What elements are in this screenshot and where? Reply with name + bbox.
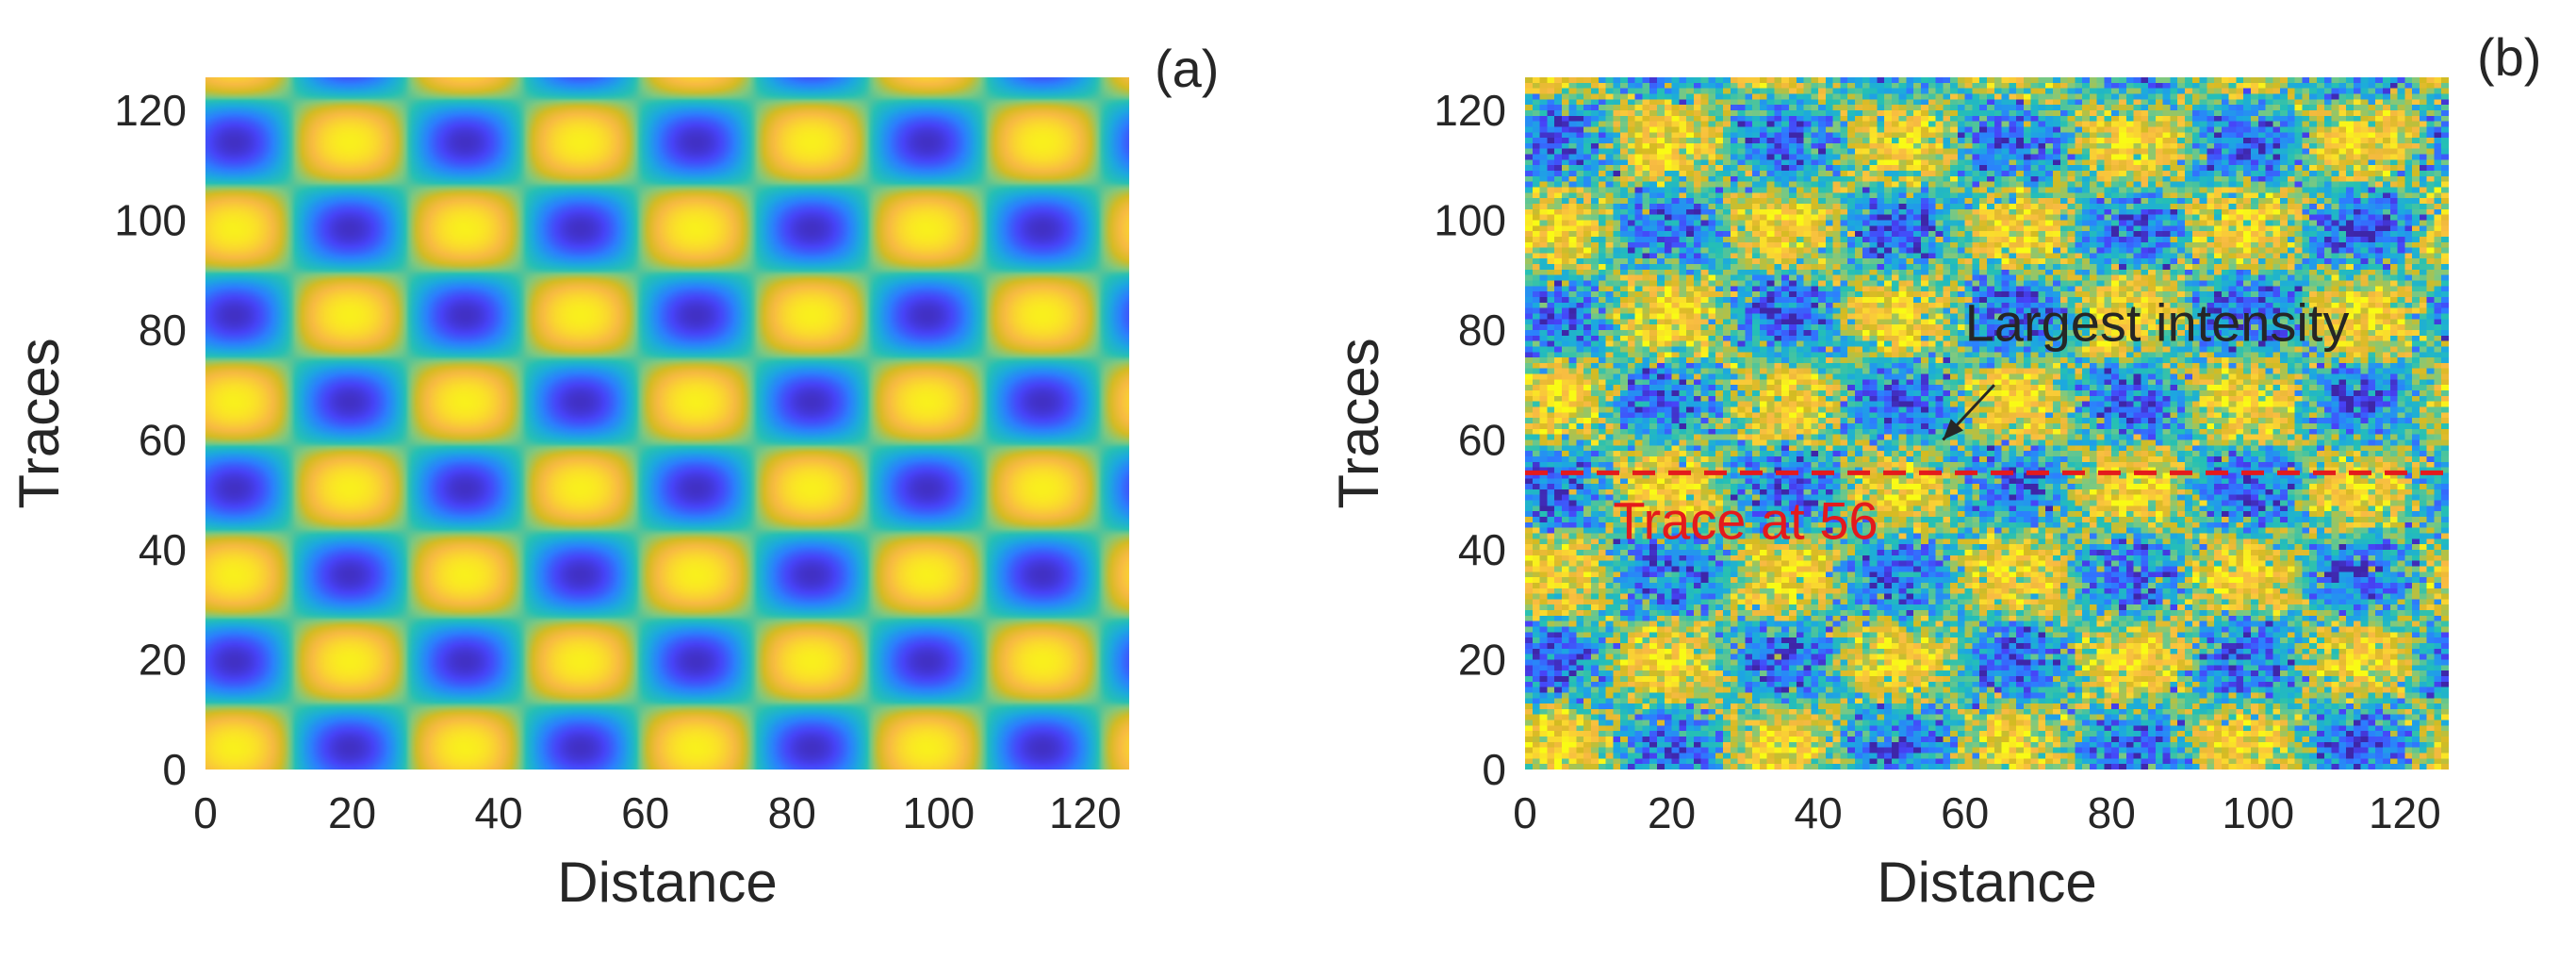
y-tick-label: 20 [1458,635,1506,684]
x-axis-b: 0 20 40 60 80 100 120 [1513,788,2441,837]
y-tick-label: 0 [1482,745,1506,794]
y-axis-label-b: Traces [1327,338,1390,508]
x-axis-label-a: Distance [557,851,777,914]
x-tick-label: 20 [328,788,376,837]
panel-a: 0 20 40 60 80 100 120 0 20 40 60 80 100 120 Distance… [8,39,1219,914]
trace-label: Trace at 56 [1613,490,1878,550]
x-tick-label: 120 [2369,788,2441,837]
x-tick-label: 40 [475,788,523,837]
x-tick-label: 100 [902,788,975,837]
y-axis-label-a: Traces [8,338,71,508]
x-axis-label-b: Distance [1877,851,2096,914]
heatmap-image-b [1525,77,2449,770]
y-tick-label: 120 [114,86,187,135]
panel-label-a: (a) [1155,39,1219,98]
x-tick-label: 60 [621,788,669,837]
x-tick-label: 0 [193,788,218,837]
y-axis-a: 0 20 40 60 80 100 120 [114,86,187,794]
x-tick-label: 0 [1513,788,1537,837]
y-tick-label: 40 [1458,525,1506,574]
y-tick-label: 100 [114,195,187,244]
panel-label-b: (b) [2477,27,2541,87]
x-tick-label: 40 [1795,788,1843,837]
y-axis-b: 0 20 40 60 80 100 120 [1434,86,1506,794]
y-tick-label: 80 [1458,306,1506,355]
y-tick-label: 80 [139,306,187,355]
x-tick-label: 100 [2222,788,2294,837]
heatmap-image-a [205,77,1129,770]
y-tick-label: 60 [1458,415,1506,464]
y-tick-label: 60 [139,415,187,464]
x-tick-label: 80 [768,788,816,837]
x-tick-label: 60 [1941,788,1989,837]
x-tick-label: 80 [2088,788,2136,837]
y-tick-label: 120 [1434,86,1506,135]
x-tick-label: 120 [1049,788,1122,837]
arrowhead-icon [1943,419,1963,440]
y-tick-label: 40 [139,525,187,574]
x-axis-a: 0 20 40 60 80 100 120 [193,788,1122,837]
x-tick-label: 20 [1648,788,1696,837]
y-tick-label: 0 [162,745,187,794]
largest-intensity-annotation: Largest intensity [1965,293,2350,353]
y-tick-label: 20 [139,635,187,684]
y-tick-label: 100 [1434,195,1506,244]
panel-b: Trace at 56 Largest intensity 0 20 40 60 80 1… [1327,27,2541,914]
